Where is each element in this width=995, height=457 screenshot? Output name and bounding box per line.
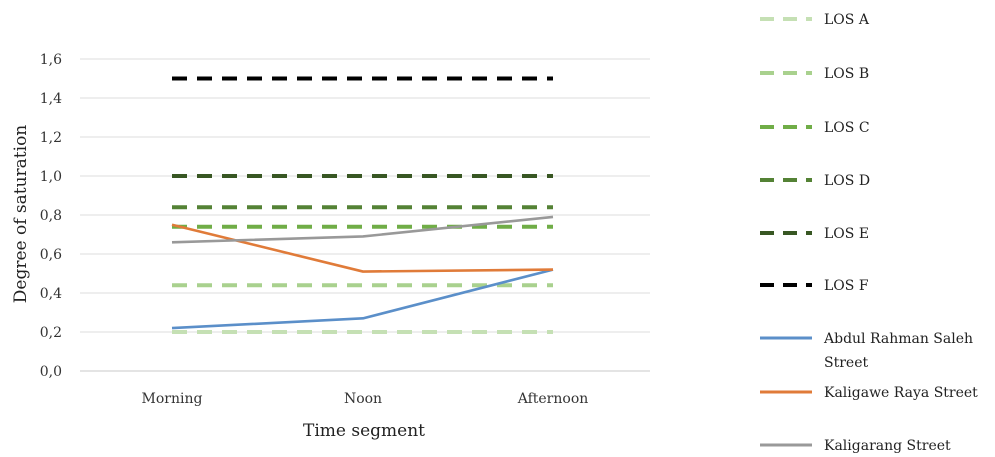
legend-label: LOS A — [824, 12, 870, 28]
x-axis-ticks: Morning Noon Afternoon — [142, 391, 589, 407]
series-lines — [172, 79, 553, 333]
y-tick-label: 0,0 — [40, 364, 62, 380]
legend-label: LOS D — [824, 173, 870, 189]
y-tick-label: 0,6 — [40, 247, 62, 263]
series-line — [172, 270, 553, 329]
x-tick-label: Morning — [142, 391, 203, 407]
legend-label: Abdul Rahman Saleh Street — [823, 331, 973, 371]
y-tick-label: 1,2 — [40, 130, 62, 146]
y-axis-ticks: 0,0 0,2 0,4 0,6 0,8 1,0 1,2 1,4 1,6 — [40, 52, 62, 380]
legend: LOS A LOS B LOS C LOS D LOS E LOS F Abdul Rahm… — [760, 12, 978, 454]
legend-label: Kaligarang Street — [824, 438, 951, 454]
y-tick-label: 1,0 — [40, 169, 62, 185]
x-axis-title: Time segment — [303, 421, 425, 441]
legend-label: LOS F — [824, 278, 869, 294]
legend-label: LOS E — [824, 226, 869, 242]
legend-label: LOS B — [824, 66, 869, 82]
legend-label: LOS C — [824, 120, 870, 136]
y-tick-label: 1,6 — [40, 52, 62, 68]
series-line — [172, 225, 553, 272]
y-axis-title: Degree of saturation — [11, 125, 31, 304]
y-tick-label: 1,4 — [40, 91, 62, 107]
x-tick-label: Noon — [344, 391, 382, 407]
legend-label: Kaligawe Raya Street — [824, 385, 978, 401]
gridlines — [80, 59, 650, 371]
y-tick-label: 0,4 — [40, 286, 62, 302]
y-tick-label: 0,8 — [40, 208, 62, 224]
y-tick-label: 0,2 — [40, 325, 62, 341]
x-tick-label: Afternoon — [517, 391, 589, 407]
